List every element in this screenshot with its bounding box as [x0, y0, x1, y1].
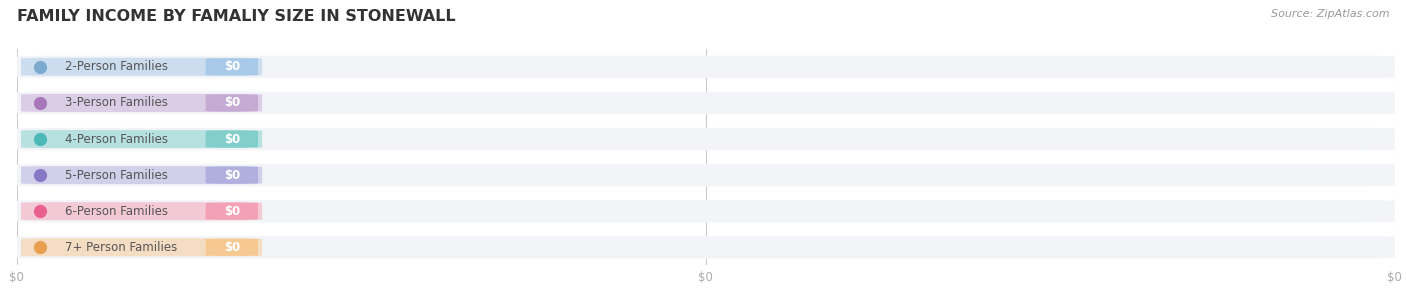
Text: 5-Person Families: 5-Person Families — [65, 169, 167, 181]
FancyBboxPatch shape — [205, 203, 259, 220]
FancyBboxPatch shape — [21, 202, 262, 220]
FancyBboxPatch shape — [205, 167, 259, 184]
FancyBboxPatch shape — [17, 200, 1395, 222]
FancyBboxPatch shape — [17, 236, 1395, 259]
FancyBboxPatch shape — [205, 130, 259, 148]
Text: $0: $0 — [224, 133, 240, 145]
Text: $0: $0 — [224, 169, 240, 181]
FancyBboxPatch shape — [17, 128, 1395, 150]
FancyBboxPatch shape — [17, 92, 1395, 114]
FancyBboxPatch shape — [21, 94, 262, 112]
FancyBboxPatch shape — [17, 56, 1395, 78]
FancyBboxPatch shape — [21, 58, 262, 76]
Text: 6-Person Families: 6-Person Families — [65, 205, 169, 218]
FancyBboxPatch shape — [21, 130, 262, 148]
Text: Source: ZipAtlas.com: Source: ZipAtlas.com — [1271, 9, 1389, 19]
FancyBboxPatch shape — [17, 164, 1395, 186]
Text: $0: $0 — [224, 96, 240, 109]
Text: $0: $0 — [224, 205, 240, 218]
FancyBboxPatch shape — [205, 94, 259, 112]
Text: 2-Person Families: 2-Person Families — [65, 60, 169, 73]
Text: 3-Person Families: 3-Person Families — [65, 96, 167, 109]
Text: 4-Person Families: 4-Person Families — [65, 133, 169, 145]
Text: FAMILY INCOME BY FAMALIY SIZE IN STONEWALL: FAMILY INCOME BY FAMALIY SIZE IN STONEWA… — [17, 9, 456, 24]
FancyBboxPatch shape — [205, 239, 259, 256]
Text: $0: $0 — [224, 241, 240, 254]
Text: $0: $0 — [224, 60, 240, 73]
FancyBboxPatch shape — [205, 58, 259, 76]
FancyBboxPatch shape — [21, 238, 262, 256]
Text: 7+ Person Families: 7+ Person Families — [65, 241, 177, 254]
FancyBboxPatch shape — [21, 166, 262, 184]
